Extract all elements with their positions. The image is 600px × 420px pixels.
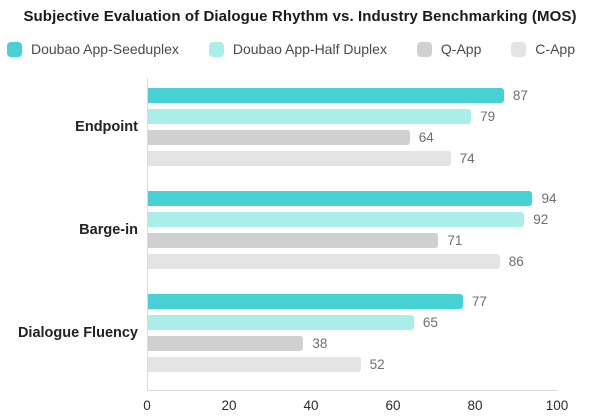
bar-value-label: 71 bbox=[447, 233, 463, 248]
bar-value-label: 92 bbox=[533, 212, 549, 227]
x-tick-label: 40 bbox=[303, 398, 319, 413]
bar-doubao-app-half-duplex-dialogue-fluency bbox=[148, 315, 414, 330]
bar-value-label: 94 bbox=[541, 191, 557, 206]
legend-label: Q-App bbox=[440, 41, 482, 57]
bar-doubao-app-half-duplex-barge-in bbox=[148, 212, 525, 227]
category-label-dialogue-fluency: Dialogue Fluency bbox=[17, 325, 138, 341]
bar-q-app-dialogue-fluency bbox=[148, 336, 304, 351]
bar-c-app-endpoint bbox=[148, 151, 451, 166]
bar-value-label: 52 bbox=[369, 357, 385, 372]
legend-swatch-doubao-app-seeduplex bbox=[7, 41, 22, 57]
bar-row: 87 bbox=[148, 88, 557, 103]
bar-group-barge-in: 94 92 71 86 bbox=[148, 191, 557, 269]
bar-group-dialogue-fluency: 77 65 38 52 bbox=[148, 294, 557, 372]
bar-value-label: 77 bbox=[471, 294, 487, 309]
bar-row: 86 bbox=[148, 254, 557, 269]
legend-item-c-app: C-App bbox=[511, 41, 575, 57]
bar-row: 52 bbox=[148, 357, 557, 372]
plot-area: 87 79 64 74 94 92 71 86 77 65 38 52 bbox=[147, 78, 557, 391]
legend-label: Doubao App-Half Duplex bbox=[232, 41, 387, 57]
bar-row: 71 bbox=[148, 233, 557, 248]
bar-value-label: 74 bbox=[459, 151, 475, 166]
x-tick-label: 80 bbox=[467, 398, 483, 413]
bar-value-label: 38 bbox=[312, 336, 328, 351]
x-tick-label: 20 bbox=[221, 398, 237, 413]
bar-value-label: 87 bbox=[512, 88, 528, 103]
legend-label: C-App bbox=[535, 41, 575, 57]
bar-doubao-app-half-duplex-endpoint bbox=[148, 109, 472, 124]
bar-row: 94 bbox=[148, 191, 557, 206]
bar-group-endpoint: 87 79 64 74 bbox=[148, 88, 557, 166]
bar-q-app-endpoint bbox=[148, 130, 410, 145]
bar-row: 38 bbox=[148, 336, 557, 351]
chart-title: Subjective Evaluation of Dialogue Rhythm… bbox=[23, 8, 577, 25]
bar-value-label: 86 bbox=[508, 254, 524, 269]
bar-doubao-app-seeduplex-dialogue-fluency bbox=[148, 294, 463, 309]
x-tick-label: 60 bbox=[385, 398, 401, 413]
x-tick-label: 0 bbox=[143, 398, 151, 413]
legend-item-doubao-app-seeduplex: Doubao App-Seeduplex bbox=[7, 41, 179, 57]
x-axis-ticks: 0 20 40 60 80 100 bbox=[143, 398, 568, 416]
bar-row: 79 bbox=[148, 109, 557, 124]
category-label-barge-in: Barge-in bbox=[79, 222, 138, 238]
bar-row: 92 bbox=[148, 212, 557, 227]
legend-item-doubao-app-half-duplex: Doubao App-Half Duplex bbox=[208, 41, 387, 57]
bar-chart: Endpoint Barge-in Dialogue Fluency 87 79 64 7… bbox=[0, 60, 600, 418]
bar-row: 65 bbox=[148, 315, 557, 330]
legend-label: Doubao App-Seeduplex bbox=[31, 41, 179, 57]
x-tick-label: 100 bbox=[545, 398, 569, 413]
bar-row: 64 bbox=[148, 130, 557, 145]
bar-doubao-app-seeduplex-endpoint bbox=[148, 88, 504, 103]
bar-c-app-barge-in bbox=[148, 254, 500, 269]
bar-row: 77 bbox=[148, 294, 557, 309]
legend-swatch-q-app bbox=[416, 41, 432, 57]
category-axis: Endpoint Barge-in Dialogue Fluency bbox=[0, 60, 138, 418]
bar-c-app-dialogue-fluency bbox=[148, 357, 361, 372]
legend-swatch-c-app bbox=[511, 41, 527, 57]
bar-value-label: 65 bbox=[422, 315, 438, 330]
legend-item-q-app: Q-App bbox=[416, 41, 482, 57]
bar-doubao-app-seeduplex-barge-in bbox=[148, 191, 533, 206]
legend: Doubao App-Seeduplex Doubao App-Half Dupl… bbox=[0, 38, 600, 60]
bar-row: 74 bbox=[148, 151, 557, 166]
category-label-endpoint: Endpoint bbox=[75, 119, 138, 135]
bar-value-label: 79 bbox=[480, 109, 496, 124]
bar-q-app-barge-in bbox=[148, 233, 439, 248]
bar-value-label: 64 bbox=[418, 130, 434, 145]
legend-swatch-doubao-app-half-duplex bbox=[208, 41, 224, 57]
